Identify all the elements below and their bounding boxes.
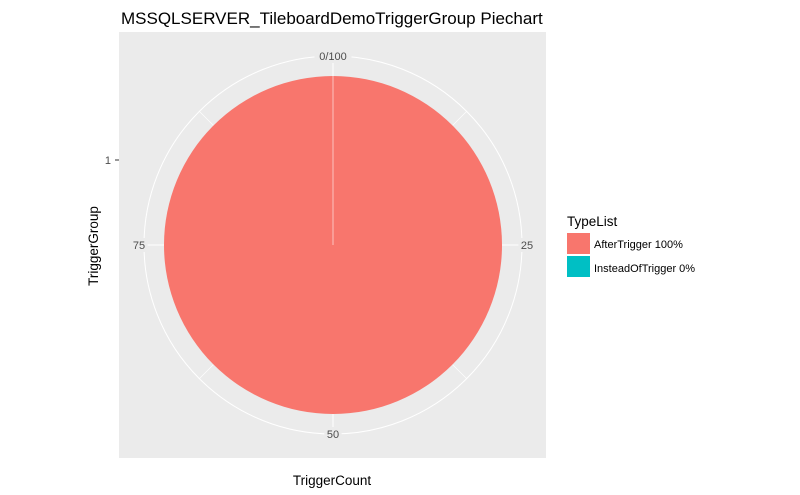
angle-tick-bg <box>314 49 352 63</box>
angle-tick-bg <box>130 238 148 252</box>
legend-label-insteadoftrigger: InsteadOfTrigger 0% <box>594 263 695 275</box>
x-axis-title: TriggerCount <box>293 473 372 488</box>
angle-tick-bg <box>324 427 342 441</box>
chart-title: MSSQLSERVER_TileboardDemoTriggerGroup Pi… <box>121 9 543 28</box>
y-axis-title: TriggerGroup <box>86 206 101 286</box>
angle-tick-label: 0/100 <box>319 51 347 63</box>
pie-slices <box>164 76 502 414</box>
legend-title: TypeList <box>567 214 618 229</box>
legend-label-aftertrigger: AfterTrigger 100% <box>594 239 683 251</box>
angle-tick-label: 75 <box>133 240 145 252</box>
legend-swatch-aftertrigger <box>567 233 590 254</box>
angle-tick-labels: 0/100 25 50 75 <box>130 49 536 441</box>
angle-tick-bg <box>518 238 536 252</box>
angle-tick-label: 50 <box>327 429 339 441</box>
legend: TypeList AfterTrigger 100% InsteadOfTrig… <box>567 214 695 277</box>
legend-swatch-insteadoftrigger <box>567 256 590 277</box>
angle-tick-label: 25 <box>521 240 533 252</box>
y-tick-label: 1 <box>105 155 111 167</box>
